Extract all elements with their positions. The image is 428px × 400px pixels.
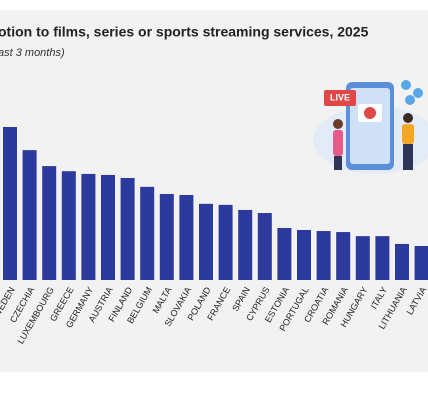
bar bbox=[257, 213, 272, 280]
person-head bbox=[333, 119, 343, 129]
bar bbox=[375, 236, 390, 280]
bar bbox=[218, 204, 233, 280]
bar bbox=[159, 193, 174, 280]
bar bbox=[316, 231, 331, 280]
person-body bbox=[402, 124, 414, 144]
bar bbox=[199, 203, 213, 280]
person-legs bbox=[403, 144, 413, 170]
bar bbox=[22, 150, 37, 280]
person-legs bbox=[334, 156, 342, 170]
chart-title: otion to films, series or sports streami… bbox=[0, 24, 369, 40]
bar bbox=[355, 236, 370, 280]
bar bbox=[81, 173, 96, 280]
bar bbox=[61, 171, 76, 280]
illustration: LIVE bbox=[313, 80, 428, 174]
social-icon bbox=[405, 95, 415, 105]
play-button bbox=[364, 107, 376, 119]
live-sign bbox=[324, 90, 356, 106]
bar bbox=[140, 186, 155, 280]
bar bbox=[179, 195, 194, 280]
bar bbox=[414, 246, 428, 280]
bar bbox=[336, 232, 351, 280]
bar bbox=[3, 127, 17, 280]
bar bbox=[42, 166, 57, 280]
social-icon bbox=[413, 88, 423, 98]
social-icon bbox=[401, 80, 411, 90]
person-body bbox=[333, 130, 343, 156]
bar bbox=[395, 243, 409, 280]
bar bbox=[120, 178, 135, 280]
chart-subtitle: ast 3 months) bbox=[0, 47, 65, 59]
live-label: LIVE bbox=[330, 92, 350, 102]
person-head bbox=[403, 113, 413, 123]
bar bbox=[277, 227, 292, 280]
bar bbox=[101, 174, 115, 280]
bar bbox=[297, 230, 311, 280]
bar bbox=[238, 209, 253, 280]
